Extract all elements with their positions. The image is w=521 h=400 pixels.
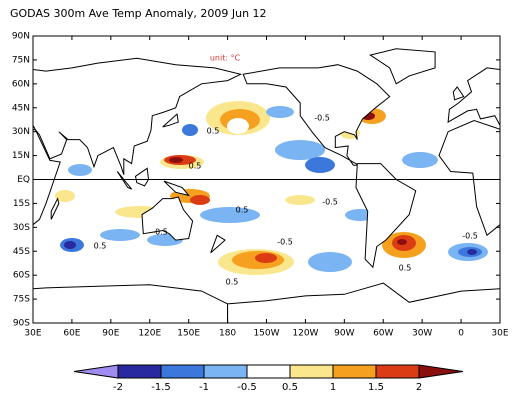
lon-tick-label: 30E: [24, 329, 41, 339]
anomaly-patch: [68, 164, 92, 176]
anomaly-patch: [200, 207, 260, 223]
contour-label: -0.5: [152, 228, 168, 237]
contour-label: 0.5: [399, 264, 412, 273]
lat-tick-label: 30N: [12, 127, 30, 137]
lon-tick-label: 120E: [138, 329, 161, 339]
anomaly-patch: [305, 157, 335, 173]
anomaly-patch: [169, 157, 183, 163]
contour-label: -0.5: [462, 232, 478, 241]
lon-tick-label: 90W: [334, 329, 354, 339]
lon-tick-label: 150E: [177, 329, 200, 339]
unit-label: unit: °C: [210, 54, 241, 63]
lat-tick-label: 15S: [13, 199, 30, 209]
continent-outline: [163, 180, 191, 197]
lon-tick-label: 60W: [373, 329, 393, 339]
continent-outline: [210, 234, 226, 254]
continent-outline: [452, 86, 465, 101]
lon-tick-label: 30E: [491, 329, 508, 339]
colorbar-tick-label: -1.5: [151, 382, 171, 393]
lat-tick-label: 30S: [13, 223, 30, 233]
colorbar-segment: [332, 364, 377, 379]
continent-outline: [50, 197, 60, 220]
anomaly-patch: [285, 195, 315, 205]
anomaly-patch: [227, 118, 249, 134]
continent-outline: [141, 196, 194, 241]
continent-outline: [369, 48, 436, 85]
continent-outline: [355, 163, 417, 269]
colorbar-tick-label: 1.5: [368, 382, 384, 393]
contour-label: 0.5: [226, 278, 239, 287]
colorbar-segment: [117, 364, 162, 379]
colorbar-tick-label: 0.5: [282, 382, 298, 393]
lat-tick-label: 90S: [13, 319, 30, 329]
lat-tick-label: 45N: [12, 103, 30, 113]
colorbar-segment: [246, 364, 291, 379]
anomaly-patch: [182, 124, 198, 136]
anomaly-patch: [275, 140, 325, 160]
contour-label: -0.5: [322, 198, 338, 207]
continent-outline: [227, 282, 500, 323]
continent-outline: [33, 128, 61, 226]
colorbar-segment: [203, 364, 248, 379]
colorbar-tick-label: -0.5: [237, 382, 257, 393]
continent-outline: [447, 67, 500, 127]
contour-label: -0.5: [277, 238, 293, 247]
continent-outline: [134, 167, 150, 187]
map-title: GODAS 300m Ave Temp Anomaly, 2009 Jun 12: [10, 7, 267, 20]
colorbar-segment: [375, 364, 420, 379]
map-area: 0.5 -0.5 0.5 0.5 -0.5 0.5 -0.5 0.5 -0.5 0.5 -0.5: [33, 48, 500, 323]
lon-tick-label: 150W: [253, 329, 279, 339]
lon-tick-label: 30W: [412, 329, 432, 339]
contour-label: 0.5: [236, 206, 249, 215]
colorbar-tick-label: -1: [199, 382, 209, 393]
contour-label: 0.5: [207, 127, 220, 136]
colorbar-tick-label: 1: [330, 382, 336, 393]
anomaly-patch: [255, 253, 277, 263]
anomaly-patch: [64, 241, 76, 249]
continent-outline: [438, 119, 500, 237]
contour-label: 0.5: [189, 162, 202, 171]
lat-tick-label: 75N: [12, 55, 30, 65]
lat-tick-label: EQ: [17, 175, 30, 185]
colorbar-tick-label: 2: [416, 382, 422, 393]
anomaly-patch: [190, 195, 210, 205]
anomaly-patch: [308, 252, 352, 272]
lat-tick-label: 90N: [12, 32, 30, 42]
anomaly-patch: [397, 239, 407, 245]
anomaly-patch: [55, 190, 75, 202]
contour-label: -0.5: [314, 114, 330, 123]
colorbar-tick-label: -2: [113, 382, 123, 393]
lat-tick-label: 60N: [12, 79, 30, 89]
lon-tick-label: 120W: [292, 329, 318, 339]
colorbar-segment: [289, 364, 334, 379]
lat-tick-label: 60S: [13, 271, 30, 281]
lon-tick-label: 180: [219, 329, 236, 339]
continent-outline: [242, 64, 391, 166]
anomaly-patch: [402, 152, 438, 168]
lon-tick-label: 0: [458, 329, 464, 339]
lon-tick-label: 60E: [63, 329, 80, 339]
contour-label: 0.5: [94, 242, 107, 251]
lat-tick-label: 75S: [13, 295, 30, 305]
anomaly-patch: [467, 249, 477, 255]
colorbar-segment: [160, 364, 205, 379]
continent-outline: [33, 57, 243, 175]
lat-tick-label: 45S: [13, 247, 30, 257]
lon-tick-label: 90E: [102, 329, 119, 339]
continent-outline: [162, 113, 179, 128]
anomaly-patch: [100, 229, 140, 241]
anomaly-patch: [266, 106, 294, 118]
lat-tick-label: 15N: [12, 151, 30, 161]
